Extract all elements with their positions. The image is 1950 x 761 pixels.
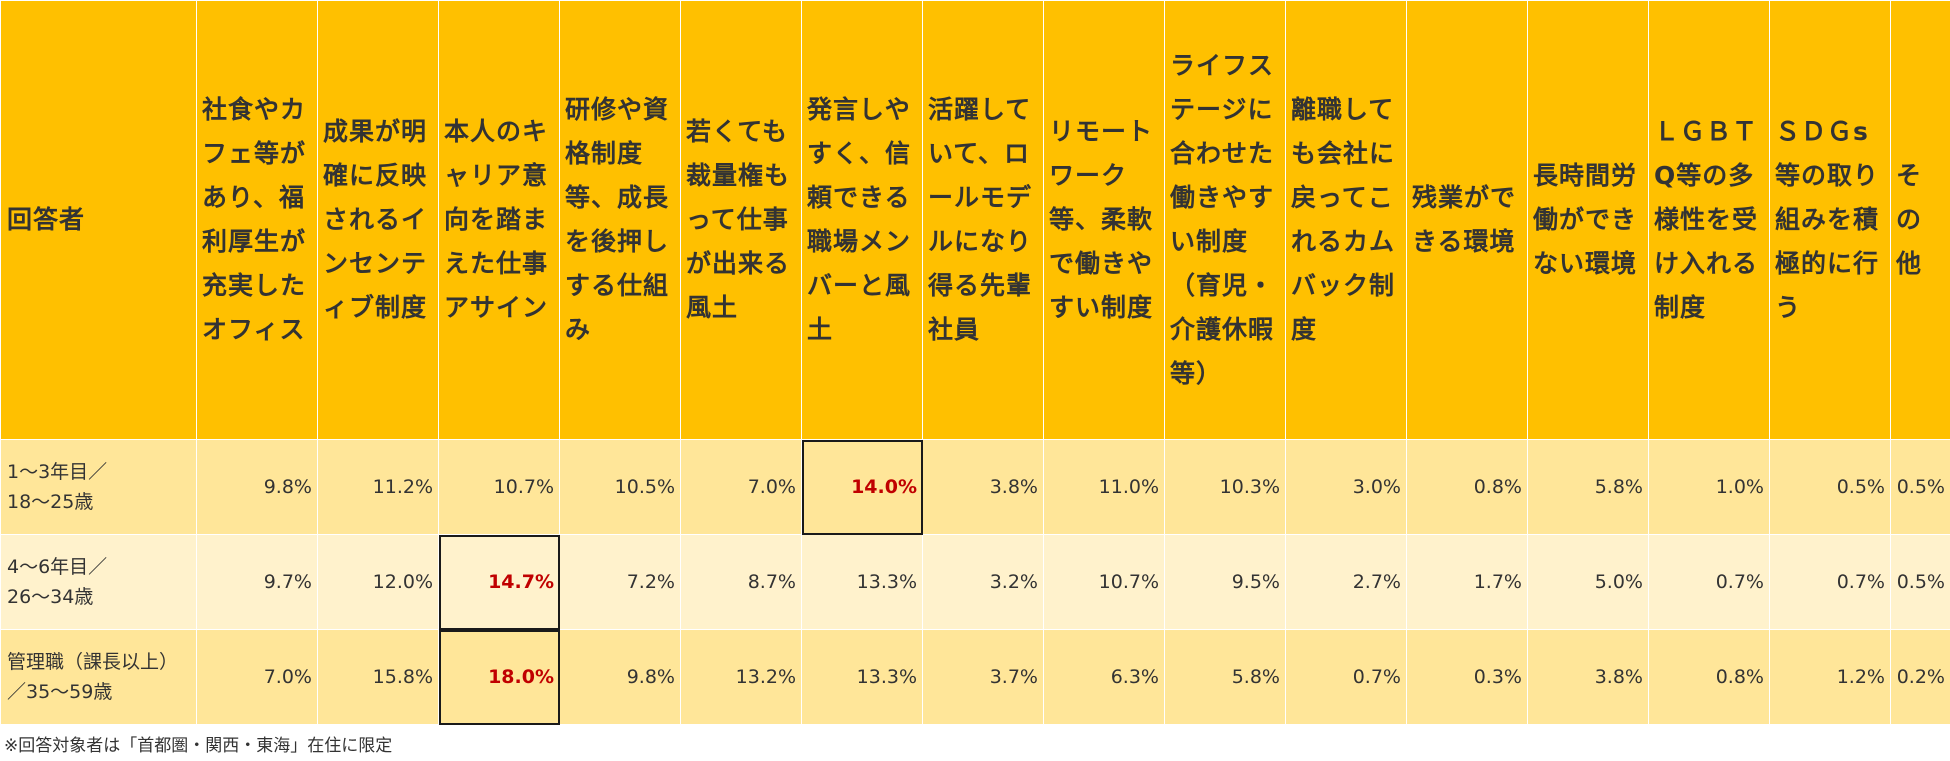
value-cell: 3.0% — [1285, 439, 1407, 535]
respondent-label-line1: 管理職（課長以上） — [7, 651, 179, 673]
value-cell: 1.7% — [1406, 534, 1528, 630]
value-cell: 5.8% — [1527, 439, 1649, 535]
respondent-label-line2: 26～34歳 — [7, 586, 94, 608]
value-cell: 2.7% — [1285, 534, 1407, 630]
value-cell: 11.2% — [317, 439, 439, 535]
value-cell: 13.2% — [680, 629, 802, 725]
column-header: 離職しても会社に戻ってこれるカムバック制度 — [1285, 0, 1407, 440]
value-cell: 13.3% — [801, 629, 923, 725]
value-cell: 10.5% — [559, 439, 681, 535]
value-cell: 0.7% — [1285, 629, 1407, 725]
value-cell: 0.8% — [1648, 629, 1770, 725]
column-header: 本人のキャリア意向を踏まえた仕事アサイン — [438, 0, 560, 440]
header-row: 回答者 社食やカフェ等があり、福利厚生が充実したオフィス 成果が明確に反映されるイ… — [0, 0, 1950, 440]
column-header: ＬＧＢＴQ等の多様性を受け入れる制度 — [1648, 0, 1770, 440]
value-cell: 1.2% — [1769, 629, 1891, 725]
column-header: 活躍していて、ロールモデルになり得る先輩社員 — [922, 0, 1044, 440]
value-cell: 0.2% — [1890, 629, 1950, 725]
respondent-cell: 管理職（課長以上） ／35～59歳 — [0, 629, 197, 725]
value-cell: 0.7% — [1769, 534, 1891, 630]
value-cell: 0.5% — [1890, 534, 1950, 630]
value-cell: 10.7% — [1043, 534, 1165, 630]
header-respondent: 回答者 — [0, 0, 197, 440]
value-cell: 0.8% — [1406, 439, 1528, 535]
value-cell: 5.0% — [1527, 534, 1649, 630]
value-cell: 10.3% — [1164, 439, 1286, 535]
column-header: 若くても裁量権もって仕事が出来る風土 — [680, 0, 802, 440]
respondent-label-line2: 18～25歳 — [7, 491, 94, 513]
value-cell: 15.8% — [317, 629, 439, 725]
table-row: 4～6年目／ 26～34歳 9.7% 12.0% 14.7% 7.2% 8.7% 13.3% 3… — [0, 534, 1950, 630]
value-cell: 0.3% — [1406, 629, 1528, 725]
value-cell: 0.5% — [1769, 439, 1891, 535]
value-cell: 9.8% — [559, 629, 681, 725]
table-row: 1～3年目／ 18～25歳 9.8% 11.2% 10.7% 10.5% 7.0% 14.0%… — [0, 439, 1950, 535]
column-header: リモートワーク等、柔軟で働きやすい制度 — [1043, 0, 1165, 440]
value-cell: 0.5% — [1890, 439, 1950, 535]
value-cell: 3.7% — [922, 629, 1044, 725]
value-cell: 3.8% — [1527, 629, 1649, 725]
value-cell: 7.0% — [196, 629, 318, 725]
respondent-label-line1: 4～6年目／ — [7, 556, 108, 578]
value-cell: 7.2% — [559, 534, 681, 630]
column-header: 長時間労働ができない環境 — [1527, 0, 1649, 440]
value-cell: 0.7% — [1648, 534, 1770, 630]
respondent-cell: 1～3年目／ 18～25歳 — [0, 439, 197, 535]
respondent-cell: 4～6年目／ 26～34歳 — [0, 534, 197, 630]
value-cell: 12.0% — [317, 534, 439, 630]
column-header: 発言しやすく、信頼できる職場メンバーと風土 — [801, 0, 923, 440]
table-row: 管理職（課長以上） ／35～59歳 7.0% 15.8% 18.0% 9.8% 13.2% 1… — [0, 629, 1950, 725]
column-header: ライフステージに合わせた働きやすい制度（育児・介護休暇等） — [1164, 0, 1286, 440]
value-cell: 5.8% — [1164, 629, 1286, 725]
value-cell: 8.7% — [680, 534, 802, 630]
value-cell-highlight: 14.7% — [438, 534, 560, 630]
column-header: ＳＤＧs等の取り組みを積極的に行う — [1769, 0, 1891, 440]
footnote: ※回答対象者は「首都圏・関西・東海」在住に限定 — [4, 736, 393, 756]
value-cell: 11.0% — [1043, 439, 1165, 535]
respondent-label-line1: 1～3年目／ — [7, 461, 108, 483]
value-cell: 9.8% — [196, 439, 318, 535]
survey-table: 回答者 社食やカフェ等があり、福利厚生が充実したオフィス 成果が明確に反映されるイ… — [0, 0, 1950, 725]
value-cell: 7.0% — [680, 439, 802, 535]
column-header: 残業ができる環境 — [1406, 0, 1528, 440]
value-cell: 3.2% — [922, 534, 1044, 630]
value-cell: 3.8% — [922, 439, 1044, 535]
value-cell: 6.3% — [1043, 629, 1165, 725]
value-cell: 13.3% — [801, 534, 923, 630]
value-cell: 9.5% — [1164, 534, 1286, 630]
column-header: 成果が明確に反映されるインセンティブ制度 — [317, 0, 439, 440]
value-cell-highlight: 14.0% — [801, 439, 923, 535]
respondent-label-line2: ／35～59歳 — [7, 681, 113, 703]
column-header: その他 — [1890, 0, 1950, 440]
value-cell: 10.7% — [438, 439, 560, 535]
value-cell: 1.0% — [1648, 439, 1770, 535]
column-header: 社食やカフェ等があり、福利厚生が充実したオフィス — [196, 0, 318, 440]
value-cell: 9.7% — [196, 534, 318, 630]
column-header: 研修や資格制度等、成長を後押しする仕組み — [559, 0, 681, 440]
table-body: 1～3年目／ 18～25歳 9.8% 11.2% 10.7% 10.5% 7.0% 14.0%… — [0, 439, 1950, 725]
value-cell-highlight: 18.0% — [438, 629, 560, 725]
